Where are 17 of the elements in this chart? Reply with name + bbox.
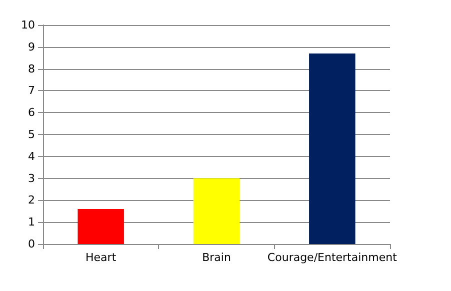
x-tick-label: Heart xyxy=(86,251,117,264)
x-tick-label: Brain xyxy=(202,251,231,264)
y-tick-label: 8 xyxy=(28,62,35,76)
y-tick-label: 6 xyxy=(28,106,35,120)
y-tick-label: 4 xyxy=(28,150,35,163)
y-tick-label: 5 xyxy=(28,128,35,141)
bar xyxy=(309,53,356,244)
bar xyxy=(78,208,124,244)
y-tick-label: 2 xyxy=(28,194,35,207)
y-tick-label: 1 xyxy=(28,216,35,229)
bar xyxy=(193,178,240,244)
y-tick-label: 0 xyxy=(28,238,35,250)
y-tick-label: 7 xyxy=(28,84,35,98)
y-tick-label: 3 xyxy=(28,172,35,185)
x-tick-label: Courage/Entertainment xyxy=(267,251,398,264)
y-tick-label: 9 xyxy=(28,40,35,54)
y-tick-label: 10 xyxy=(21,18,35,32)
